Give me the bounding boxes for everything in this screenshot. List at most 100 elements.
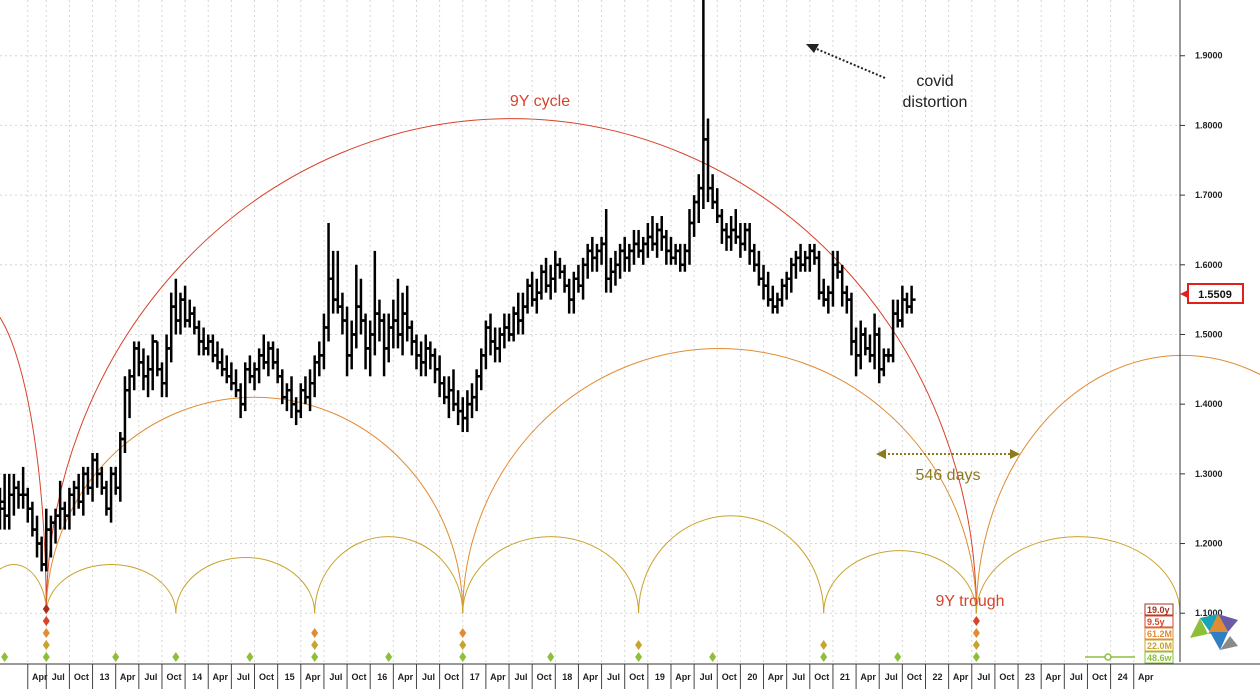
price-bar [666,236,675,265]
x-tick-label: Oct [814,672,829,682]
cycle-markers [1,604,980,662]
price-bars [0,0,916,572]
price-bar [782,271,791,300]
x-tick-label: 19 [655,672,665,682]
x-tick-label: Apr [398,672,414,682]
price-bar [208,334,217,363]
price-bar [787,257,796,293]
price-bar [514,292,523,335]
price-bar [259,334,268,370]
price-bar [555,257,564,279]
price-bar [588,236,597,272]
price-bar [565,278,574,314]
price-bar [157,362,166,398]
legend-box [1144,603,1174,616]
price-bar [875,327,884,384]
price-bar [444,376,453,419]
price-bar [796,243,805,272]
price-bar [324,222,333,342]
x-tick-label: Oct [907,672,922,682]
price-bar [560,264,569,293]
price-bar [301,376,310,405]
timeline-slider[interactable] [1085,653,1135,661]
price-bar [727,216,736,251]
price-bar [495,327,504,363]
price-bar [879,348,888,377]
price-bar [759,264,768,300]
cycle-marker-diamond [635,652,643,662]
price-bar [144,355,153,398]
last-price-marker: 1.5509 [1180,283,1244,304]
x-tick-label: Jul [885,672,898,682]
cycle-marker-diamond [1,652,9,662]
price-bar [0,487,4,530]
price-bar [680,243,689,272]
price-bar [102,480,111,516]
price-bar [97,466,106,495]
x-tick-label: Jul [792,672,805,682]
cycle-arc [175,556,316,614]
x-tick-label: Jul [977,672,990,682]
x-tick-label: 16 [377,672,387,682]
price-bar [421,334,430,377]
cycle-marker-diamond [311,640,319,650]
price-bar [139,348,148,391]
price-bar [500,313,509,349]
covid-annotation-line1: covid [916,73,953,90]
cycle-marker-diamond [246,652,254,662]
x-tick-label: Apr [953,672,969,682]
cycle-marker-diamond [820,640,828,650]
price-bar [269,341,278,370]
cycle-marker-diamond [42,604,50,614]
price-bar [329,250,338,314]
cycle-arc [823,550,977,614]
price-bar [440,376,449,405]
price-bar [458,397,467,433]
price-bar [74,473,83,509]
x-tick-label: Apr [768,672,784,682]
price-bar [764,271,773,307]
cycle-marker-diamond [709,652,717,662]
cycle-marker-diamond [820,652,828,662]
price-bar [162,334,171,398]
price-bar [838,264,847,307]
price-bar [731,209,740,244]
y-tick-label: 1.4000 [1195,399,1223,409]
x-tick-label: Jul [144,672,157,682]
price-bar [264,341,273,377]
price-bar [676,243,685,272]
cycle-arc [45,564,177,614]
last-price-label: 1.5509 [1198,289,1232,301]
x-tick-label: Oct [999,672,1014,682]
price-bar [468,383,476,419]
price-bar [370,250,379,356]
price-bar [902,292,911,314]
cycle-label: 9Y cycle [510,93,570,110]
cycle-arc [0,317,47,614]
price-bar [9,473,18,516]
legend-box [1144,627,1174,640]
price-bar [694,174,703,223]
x-tick-label: Apr [1138,672,1154,682]
y-tick-label: 1.2000 [1195,539,1223,549]
price-bar [778,278,787,307]
price-bar [361,313,370,370]
cycle-marker-diamond [112,652,120,662]
cycle-legend: 19.0y 9.5y 61.2M 22.0M 48.6w [1144,603,1174,664]
price-bar [893,299,902,328]
price-bar [167,292,176,363]
price-bar [347,320,356,370]
x-tick-label: Oct [722,672,737,682]
legend-box [1144,651,1174,664]
price-bar [754,250,763,286]
y-tick-label: 1.7000 [1195,190,1223,200]
y-tick-label: 1.6000 [1195,260,1223,270]
price-bar [315,341,324,377]
price-bar [213,341,222,370]
price-bar [546,264,555,300]
x-tick-label: Oct [537,672,552,682]
price-bar [417,341,426,377]
x-tick-label: 22 [932,672,942,682]
legend-label: 22.0M [1147,641,1172,651]
